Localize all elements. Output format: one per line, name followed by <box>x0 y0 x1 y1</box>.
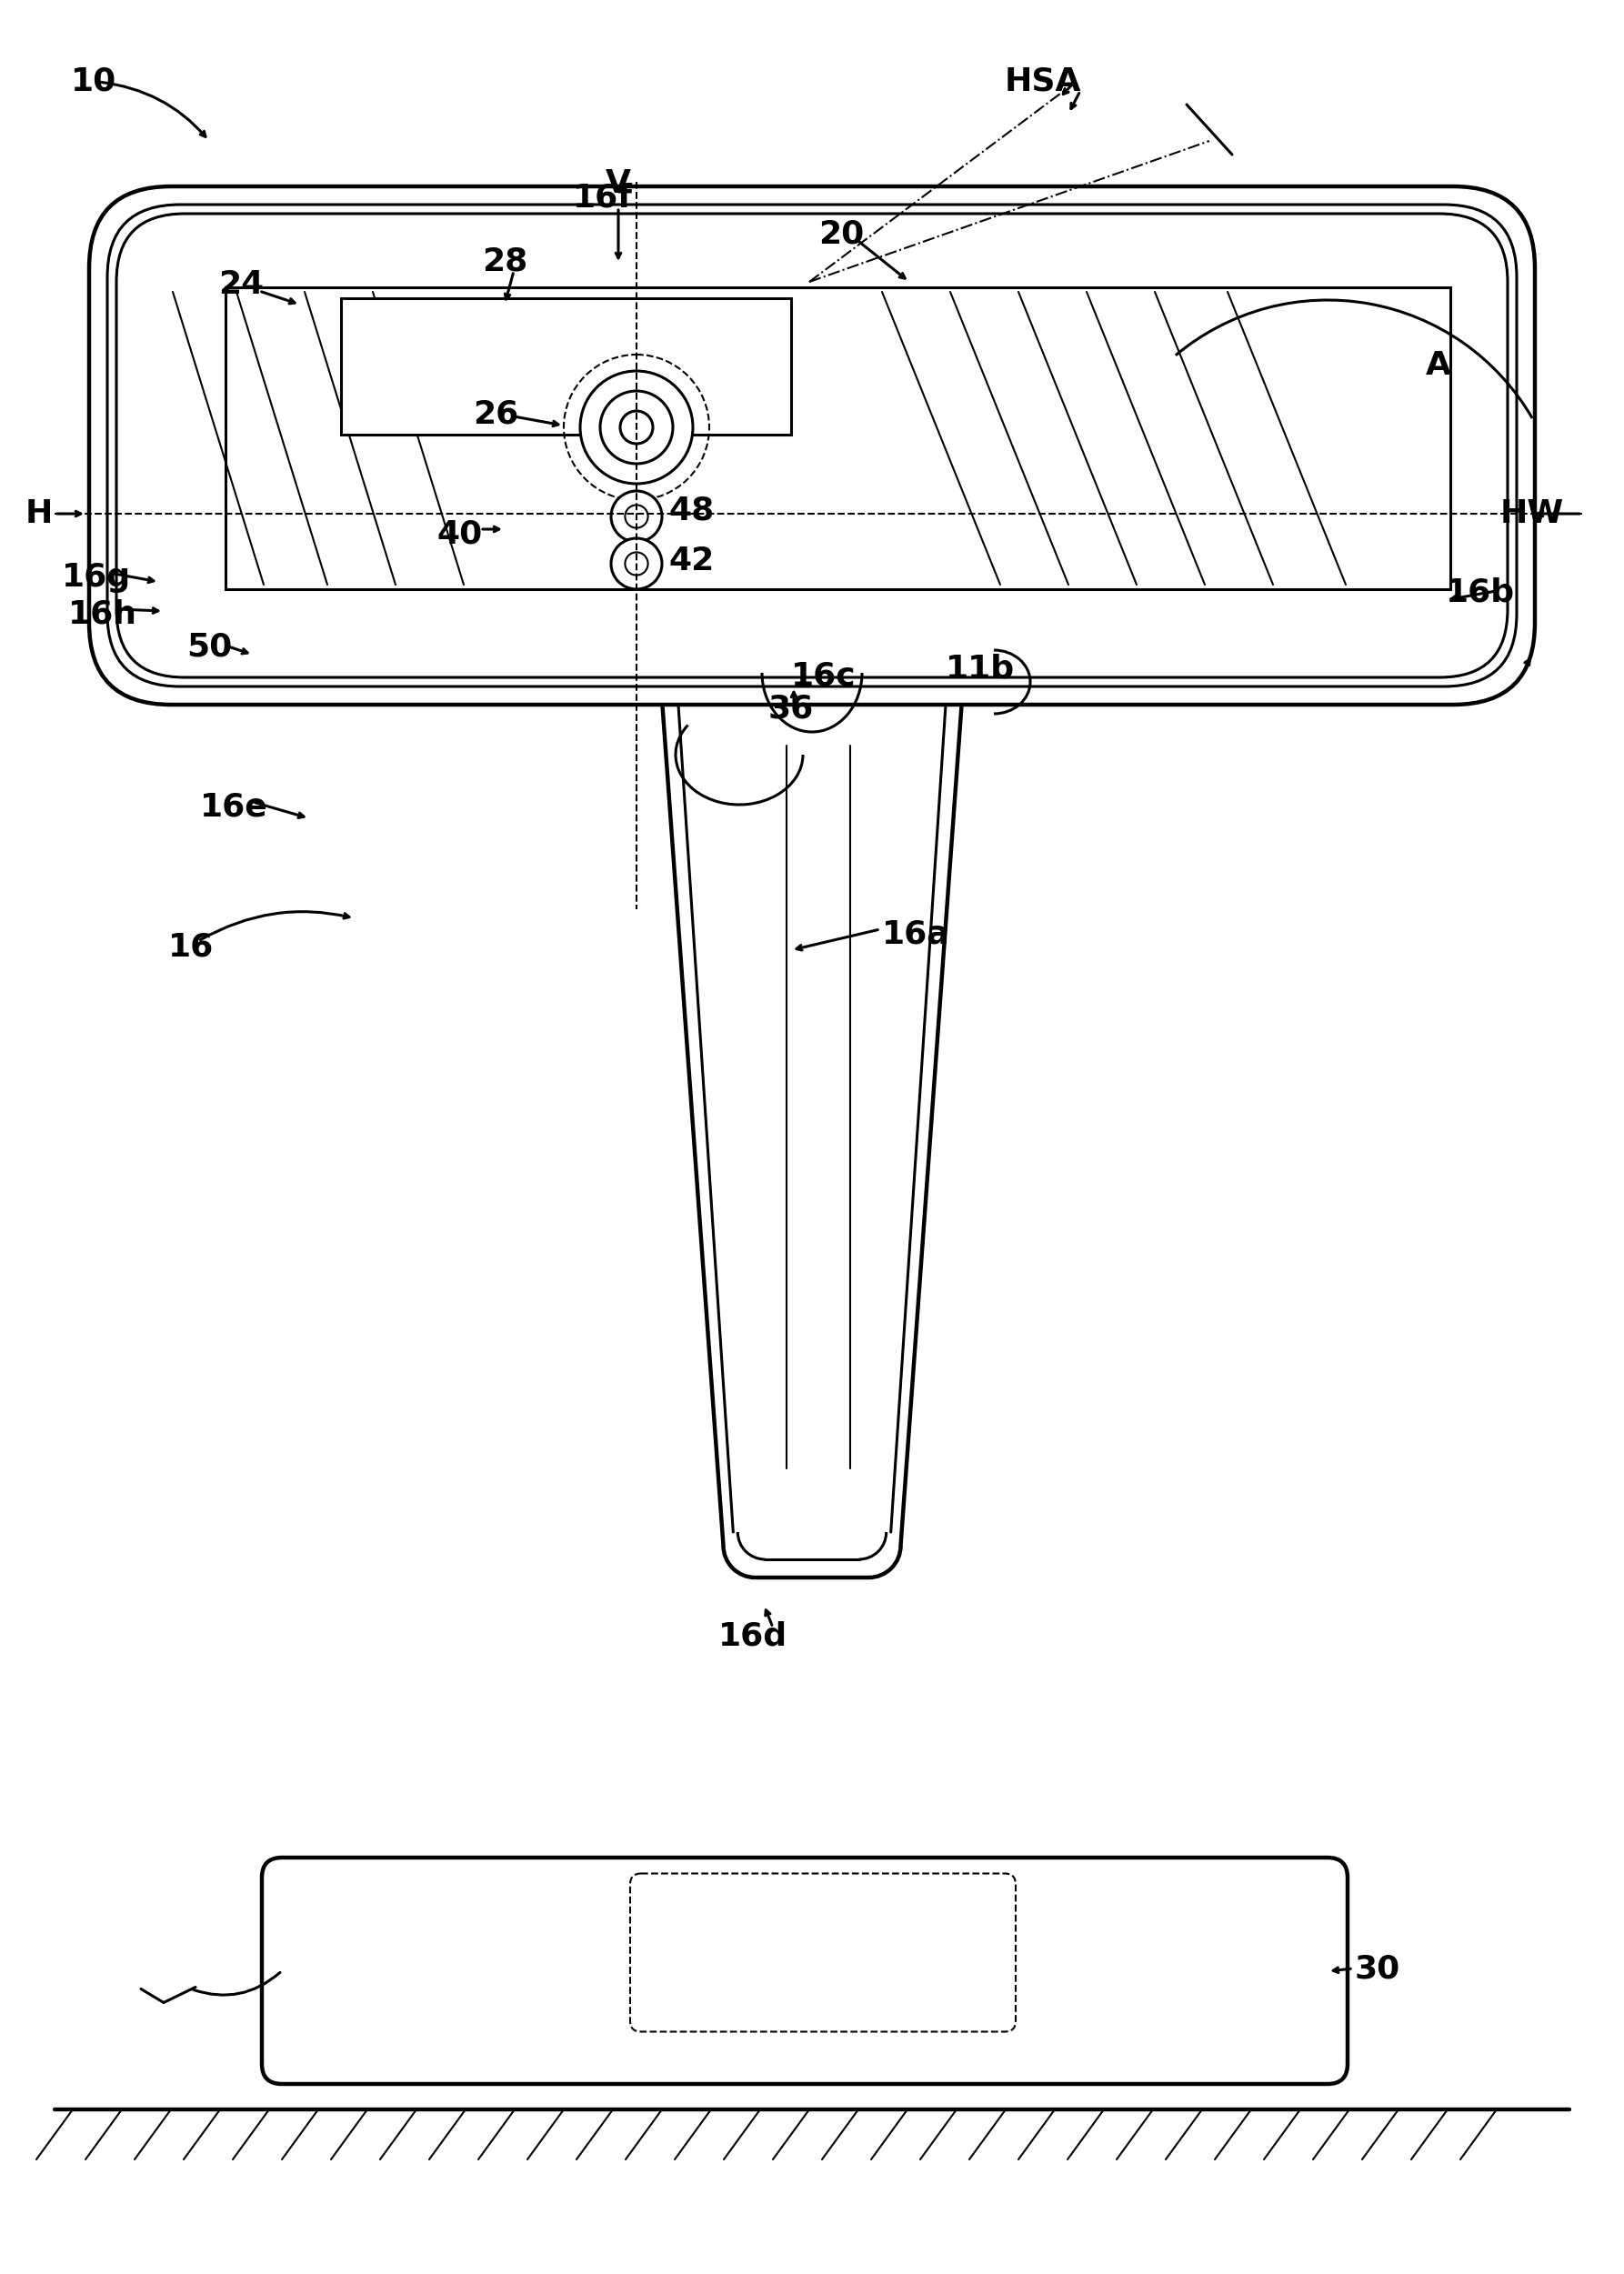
Text: 30: 30 <box>1354 1953 1400 1983</box>
Circle shape <box>580 371 693 484</box>
Text: 16h: 16h <box>68 598 138 630</box>
Text: 16: 16 <box>169 932 214 962</box>
Text: 16e: 16e <box>200 791 268 821</box>
Text: HW: HW <box>1501 498 1564 530</box>
Text: V: V <box>606 168 632 200</box>
Circle shape <box>625 505 648 528</box>
Text: 42: 42 <box>669 546 715 575</box>
Circle shape <box>611 491 663 541</box>
Circle shape <box>601 391 672 464</box>
Text: 28: 28 <box>482 246 528 277</box>
Text: 16f: 16f <box>573 182 633 214</box>
Text: HSA: HSA <box>1005 66 1082 96</box>
Text: 16c: 16c <box>791 659 856 691</box>
Text: 50: 50 <box>187 632 232 662</box>
Text: 11b: 11b <box>945 653 1015 684</box>
FancyBboxPatch shape <box>89 186 1535 705</box>
Text: 26: 26 <box>473 398 518 430</box>
Bar <box>226 287 1450 589</box>
Circle shape <box>611 539 663 589</box>
Text: A: A <box>1426 350 1452 382</box>
Text: 16d: 16d <box>718 1621 788 1651</box>
Circle shape <box>620 412 653 443</box>
Text: 20: 20 <box>818 218 864 250</box>
FancyBboxPatch shape <box>261 1858 1348 2083</box>
Text: 36: 36 <box>768 694 814 723</box>
Polygon shape <box>658 637 966 1578</box>
Text: H: H <box>26 498 54 530</box>
Text: 40: 40 <box>437 518 482 550</box>
Text: 48: 48 <box>669 496 715 528</box>
Text: 16a: 16a <box>882 919 950 948</box>
Bar <box>341 298 791 434</box>
Circle shape <box>625 553 648 575</box>
Text: 10: 10 <box>71 66 117 96</box>
Text: 24: 24 <box>218 268 265 300</box>
Text: 16b: 16b <box>1445 578 1515 607</box>
Text: 16g: 16g <box>62 562 132 594</box>
